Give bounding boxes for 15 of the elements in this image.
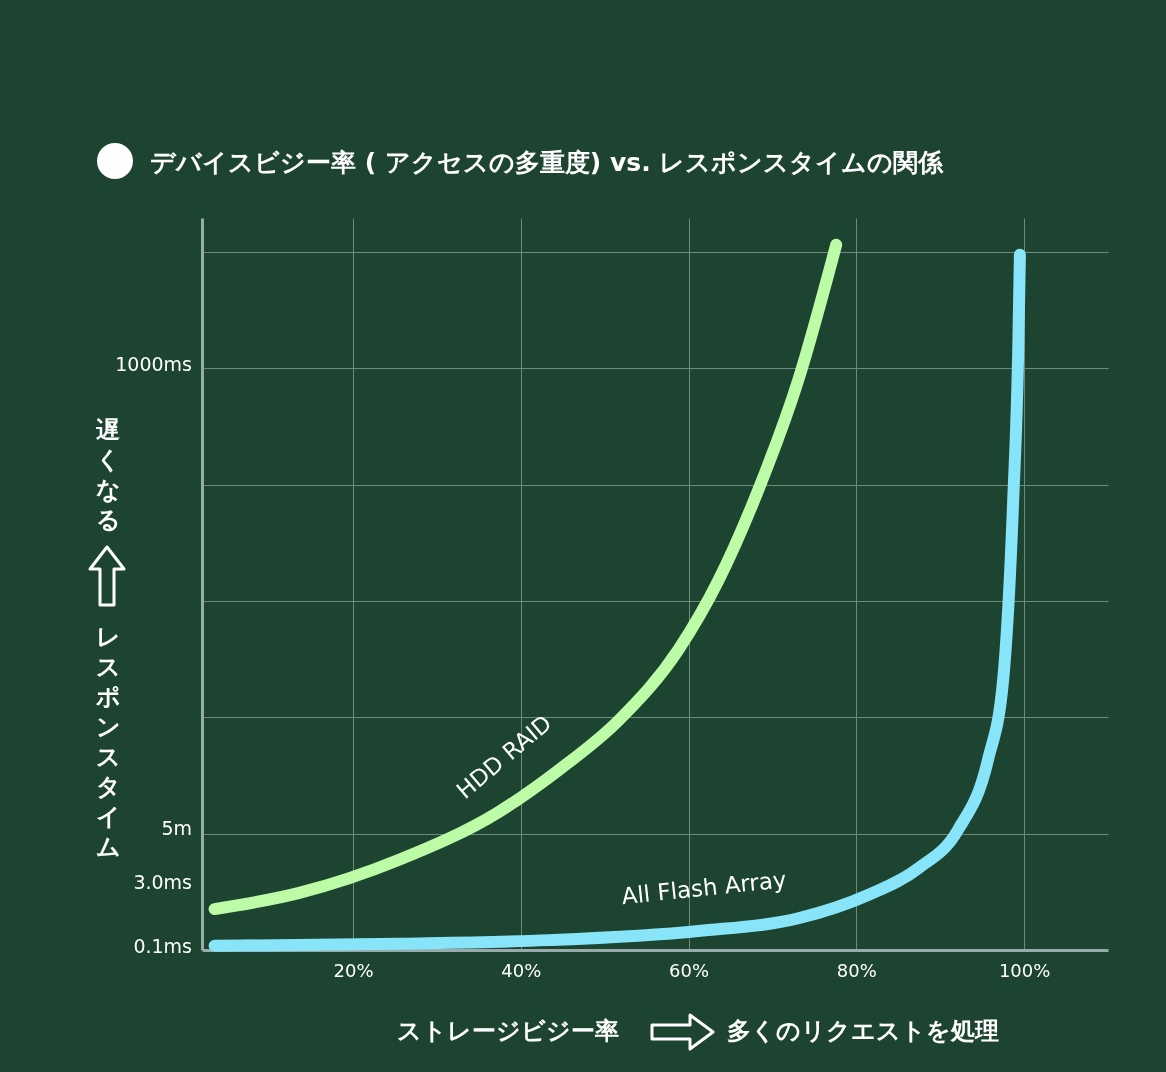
text: 遅くなる [94, 415, 122, 535]
y-axis-title: レスポンスタイム [94, 622, 122, 862]
text: All Flash Array [620, 866, 788, 910]
x-tick-label: 40% [501, 959, 542, 981]
text: 3.0ms [132, 871, 192, 893]
x-axis-title: ストレージビジー率 [397, 1016, 619, 1047]
x-tick-label: 20% [333, 959, 374, 981]
text: 1000ms [114, 353, 192, 375]
text: 0.1ms [132, 935, 192, 957]
text: 多くのリクエストを処理 [727, 1016, 999, 1047]
x-tick-label: 80% [836, 959, 877, 981]
text: 5m [161, 817, 192, 839]
chart-title: デバイスビジー率 ( アクセスの多重度) vs. レスポンスタイムの関係 [150, 147, 944, 179]
x-tick-label: 60% [669, 959, 710, 981]
x-tick-label: 100% [998, 959, 1051, 981]
